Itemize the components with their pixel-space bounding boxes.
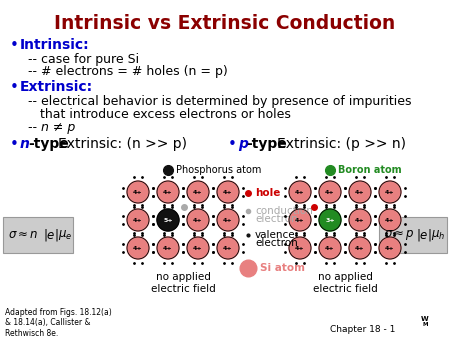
Text: electron: electron [255,214,298,224]
Circle shape [349,181,371,203]
Circle shape [187,181,209,203]
Circle shape [349,209,371,231]
Circle shape [217,237,239,259]
Circle shape [413,308,437,332]
Text: 4+: 4+ [163,190,173,194]
Circle shape [379,181,401,203]
Circle shape [157,209,179,231]
Text: -- n ≠ p: -- n ≠ p [28,121,75,134]
Circle shape [187,209,209,231]
Text: p: p [238,137,248,151]
Text: 4+: 4+ [163,245,173,250]
Text: n: n [20,137,30,151]
Text: W: W [421,316,429,322]
Circle shape [127,209,149,231]
Text: 4+: 4+ [355,217,365,222]
Text: $\mu _e$: $\mu _e$ [58,228,72,242]
Text: hole: hole [255,188,280,198]
Text: 4+: 4+ [385,245,395,250]
Circle shape [415,310,435,330]
FancyBboxPatch shape [379,217,447,253]
Text: 4+: 4+ [193,217,203,222]
Text: -- electrical behavior is determined by presence of impurities: -- electrical behavior is determined by … [28,95,411,108]
Text: 4+: 4+ [193,190,203,194]
Text: 5+: 5+ [163,217,173,222]
Text: Boron atom: Boron atom [338,165,401,175]
Circle shape [289,237,311,259]
Text: Si atom: Si atom [260,263,305,273]
Text: -type: -type [28,137,69,151]
Text: 4+: 4+ [355,245,365,250]
Text: -- case for pure Si: -- case for pure Si [28,53,139,66]
Text: 3+: 3+ [325,217,335,222]
Text: Phosphorus atom: Phosphorus atom [176,165,261,175]
Circle shape [157,181,179,203]
Text: 4+: 4+ [385,190,395,194]
Text: Adapted from Figs. 18.12(a)
& 18.14(a), Callister &
Rethwisch 8e.: Adapted from Figs. 18.12(a) & 18.14(a), … [5,308,112,338]
Text: •: • [228,137,237,152]
Circle shape [217,181,239,203]
Text: 4+: 4+ [325,190,335,194]
Text: -- # electrons = # holes (n = p): -- # electrons = # holes (n = p) [28,65,228,78]
Text: no applied
electric field: no applied electric field [313,272,378,294]
Circle shape [289,181,311,203]
FancyBboxPatch shape [3,217,73,253]
Text: 4+: 4+ [295,245,305,250]
Text: no applied
electric field: no applied electric field [151,272,216,294]
Text: Intrinsic:: Intrinsic: [20,38,90,52]
Text: 4+: 4+ [223,190,233,194]
Text: 4+: 4+ [223,217,233,222]
Text: 4+: 4+ [133,245,143,250]
Text: -type: -type [246,137,287,151]
Text: 4+: 4+ [295,217,305,222]
Text: $\sigma \approx n$: $\sigma \approx n$ [8,228,39,241]
Text: $\sigma \approx p$: $\sigma \approx p$ [384,228,415,242]
Text: $\mu _h$: $\mu _h$ [431,228,446,242]
Text: •: • [10,137,19,152]
Text: $|e|$: $|e|$ [43,227,58,243]
Circle shape [379,237,401,259]
Circle shape [217,209,239,231]
Text: valence: valence [255,230,296,240]
Circle shape [379,209,401,231]
Text: Chapter 18 - 1: Chapter 18 - 1 [330,325,396,334]
Text: that introduce excess electrons or holes: that introduce excess electrons or holes [28,108,291,121]
Text: 4+: 4+ [295,190,305,194]
Circle shape [127,181,149,203]
Text: 4+: 4+ [133,217,143,222]
Text: 4+: 4+ [385,217,395,222]
Text: 4+: 4+ [133,190,143,194]
Circle shape [319,237,341,259]
Circle shape [349,237,371,259]
Text: Intrinsic vs Extrinsic Conduction: Intrinsic vs Extrinsic Conduction [54,14,396,33]
Circle shape [289,209,311,231]
Circle shape [319,209,341,231]
Text: Extrinsic: (p >> n): Extrinsic: (p >> n) [277,137,406,151]
Text: 4+: 4+ [325,245,335,250]
Text: •: • [10,80,19,95]
Circle shape [157,237,179,259]
Text: $|e|$: $|e|$ [416,227,432,243]
Circle shape [319,181,341,203]
Circle shape [187,237,209,259]
Text: M: M [422,322,428,328]
Circle shape [127,237,149,259]
Text: Extrinsic: (n >> p): Extrinsic: (n >> p) [58,137,187,151]
Text: 4+: 4+ [355,190,365,194]
Text: 4+: 4+ [193,245,203,250]
Text: 4+: 4+ [223,245,233,250]
Text: Extrinsic:: Extrinsic: [20,80,93,94]
Text: conduction: conduction [255,206,313,216]
Text: •: • [10,38,19,53]
Text: electron: electron [255,238,298,248]
